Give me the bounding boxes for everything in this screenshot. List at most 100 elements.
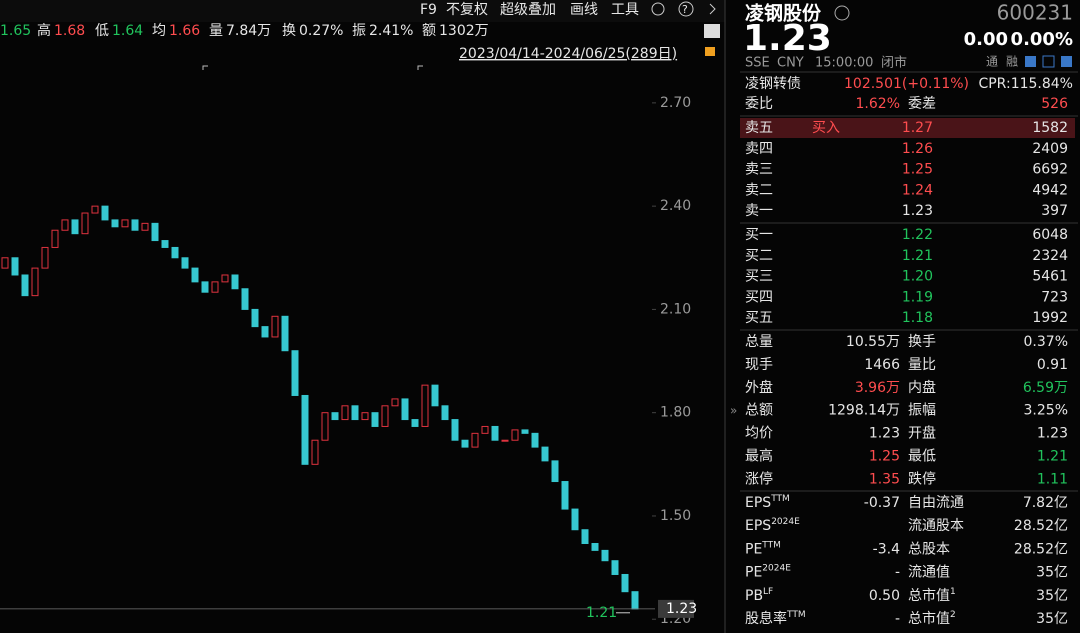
range-marks <box>202 65 423 70</box>
y-tick-label: 2.70 <box>660 95 691 111</box>
quote-value: 1.68 <box>54 23 85 39</box>
quote-value: 7.84万 <box>226 23 271 39</box>
menu-item[interactable]: F9 <box>420 2 437 18</box>
candle-body <box>161 240 169 248</box>
order-volume: 723 <box>1041 289 1068 305</box>
quote-value: 1302万 <box>439 23 489 39</box>
help-icon[interactable] <box>678 1 694 17</box>
candle-body <box>431 384 439 407</box>
stock-code: 600231 <box>997 1 1073 25</box>
menu-item[interactable]: 超级叠加 <box>500 2 556 18</box>
fundamentals-label: 流通值 <box>908 565 950 581</box>
order-price: 1.24 <box>902 182 933 198</box>
stock-name: 凌钢股份 <box>745 2 822 25</box>
candle-body <box>421 384 429 427</box>
fundamentals-label: 总股本 <box>908 541 950 557</box>
fundamentals-value: 7.82亿 <box>1023 495 1068 511</box>
candle-body <box>231 274 239 290</box>
label-sup: 1 <box>950 586 956 596</box>
order-volume: 397 <box>1041 203 1068 219</box>
candle-body <box>481 425 489 434</box>
stats-value: 1.21 <box>1037 449 1068 465</box>
stats-label: 最高 <box>745 448 773 465</box>
stats-label: 最低 <box>908 449 936 465</box>
candle-body <box>541 446 549 462</box>
candle-body <box>261 326 269 338</box>
quote-label: 均 <box>152 23 166 39</box>
candle-body <box>11 257 19 276</box>
stock-price: 1.23 <box>743 18 832 59</box>
menu-item[interactable]: 不复权 <box>446 1 488 18</box>
y-tick-label: 1.80 <box>660 405 691 421</box>
order-price: 1.21 <box>902 248 933 264</box>
candle-body <box>521 429 529 434</box>
order-tag: 买入 <box>812 120 840 136</box>
label-sup: 2024E <box>762 563 791 573</box>
info-icon[interactable] <box>834 5 850 21</box>
candle-body <box>351 405 359 421</box>
stats-label: 均价 <box>745 426 773 442</box>
fundamentals-label: 流通股本 <box>908 518 964 534</box>
bond-cpr: CPR:115.84% <box>978 76 1073 92</box>
stats-label: 外盘 <box>745 379 773 396</box>
label-sup: 2024E <box>771 517 800 527</box>
order-price: 1.23 <box>902 203 933 219</box>
order-volume: 2324 <box>1032 248 1068 264</box>
lock-icon[interactable] <box>705 47 715 56</box>
candle-body <box>41 246 49 269</box>
wp-icon[interactable] <box>704 24 720 38</box>
menu-item[interactable]: 画线 <box>570 2 598 18</box>
candle-body <box>491 425 499 441</box>
order-label: 卖五 <box>745 120 773 136</box>
bond-price: 102.501(+0.11%) <box>844 76 969 92</box>
stats-value: 0.37% <box>1024 334 1068 350</box>
last-price-box <box>658 599 694 618</box>
candle-body <box>51 229 59 248</box>
candle-body <box>501 439 509 442</box>
quote-label: 高 <box>37 22 51 39</box>
candle-body <box>251 308 259 328</box>
label-sup: TTM <box>770 494 790 504</box>
next-icon[interactable] <box>709 3 716 15</box>
tool-icon[interactable] <box>1042 55 1055 68</box>
candle-body <box>631 591 639 610</box>
time: 15:00:00 <box>815 56 873 71</box>
fundamentals-value: -3.4 <box>873 541 900 557</box>
y-tick-label: 1.50 <box>660 508 691 524</box>
menu-item[interactable]: 工具 <box>611 2 639 18</box>
order-label: 卖一 <box>745 203 773 219</box>
date-range[interactable]: 2023/04/14-2024/06/25(289日) <box>459 46 677 62</box>
order-label: 买四 <box>745 289 773 305</box>
stats-value: 1.23 <box>869 426 900 442</box>
commission-value: 1.62% <box>856 96 900 112</box>
settings-icon[interactable] <box>651 2 665 16</box>
stats-value: 1.35 <box>869 471 900 487</box>
order-volume: 6692 <box>1032 162 1068 178</box>
order-volume: 5461 <box>1032 269 1068 285</box>
fundamentals-label: 自由流通 <box>908 495 964 511</box>
stats-label: 跌停 <box>908 470 936 487</box>
candle-body <box>121 219 129 228</box>
tool-icon[interactable] <box>1061 56 1072 67</box>
stats-value: 1.25 <box>869 449 900 465</box>
commission-label: 委差 <box>908 96 936 112</box>
collapse-handle[interactable]: » <box>730 404 737 418</box>
candle-body <box>71 219 79 235</box>
tool-icon[interactable] <box>1025 56 1036 67</box>
order-price: 1.20 <box>902 269 933 285</box>
candle-body <box>401 398 409 421</box>
candle-body <box>281 315 289 352</box>
candle-body <box>31 267 39 297</box>
candle-body <box>61 219 69 231</box>
stats-value: 1.23 <box>1037 426 1068 442</box>
fundamentals-label: 总市值1 <box>908 586 956 604</box>
order-label: 买二 <box>745 248 773 264</box>
quote-value: 1.66 <box>169 23 200 39</box>
price-change: 0.00 <box>964 29 1008 50</box>
candle-body <box>601 549 609 562</box>
quote-value: 2.41% <box>369 23 413 39</box>
stats-label: 涨停 <box>745 470 773 487</box>
candle-body <box>181 257 189 269</box>
